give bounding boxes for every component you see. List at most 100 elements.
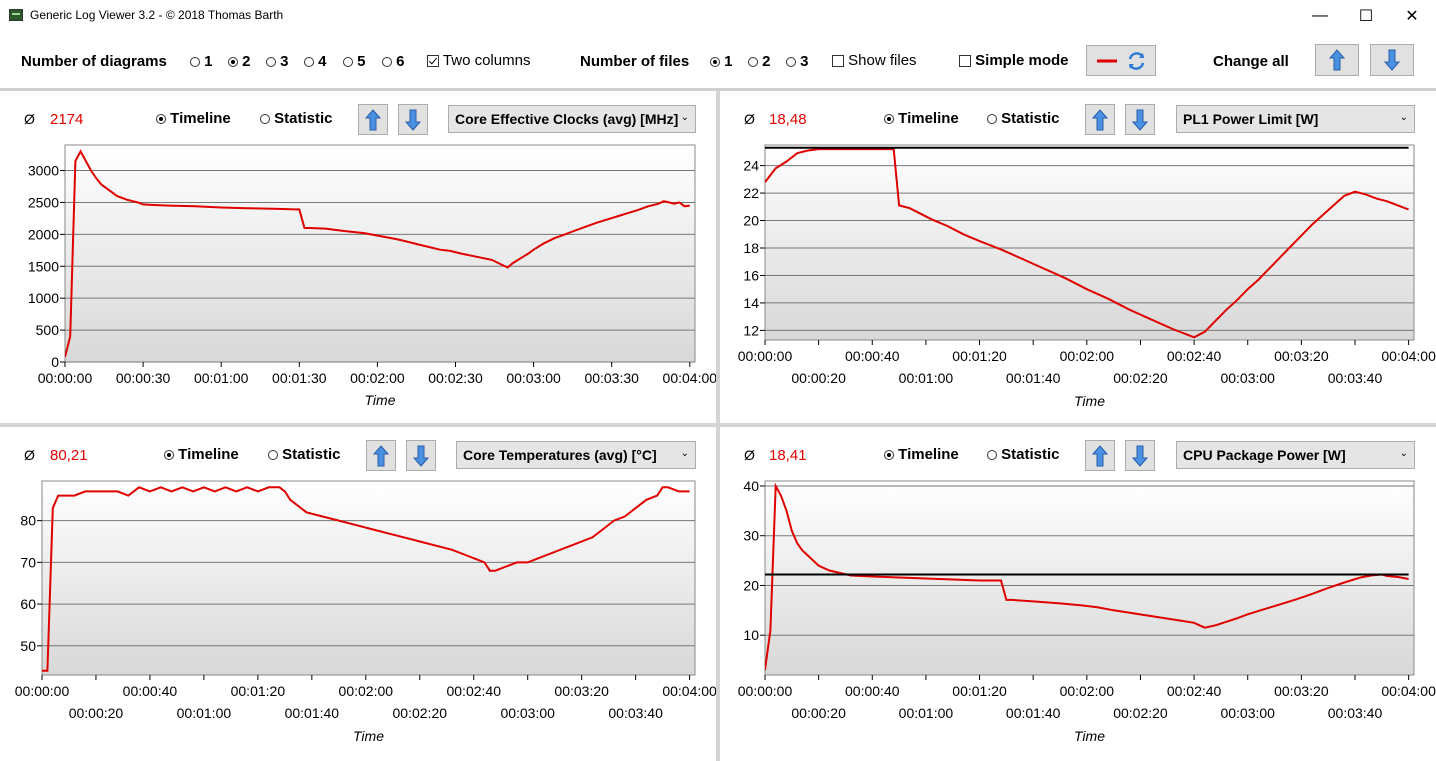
x-tick-label: 00:00:00: [738, 683, 793, 699]
close-button[interactable]: ✕: [1389, 0, 1435, 32]
x-tick-label: 00:03:20: [1274, 348, 1329, 364]
arrow-down-icon: [1132, 109, 1148, 131]
y-tick-label: 70: [20, 554, 36, 570]
statistic-option[interactable]: Statistic: [987, 110, 1060, 127]
radio-icon[interactable]: [260, 114, 270, 125]
radio-icon[interactable]: [987, 114, 997, 125]
sensor-select[interactable]: PL1 Power Limit [W] ⌄: [1176, 105, 1415, 133]
checkbox-checked-icon[interactable]: [427, 55, 439, 68]
x-tick-label: 00:00:40: [845, 683, 900, 699]
average-value: 80,21: [50, 447, 88, 464]
radio-icon[interactable]: [266, 57, 276, 68]
sensor-select[interactable]: Core Effective Clocks (avg) [MHz] ⌄: [448, 105, 696, 133]
x-tick-label: 00:02:30: [428, 370, 483, 386]
change-all-down-button[interactable]: [1370, 44, 1414, 76]
x-tick-label: 00:00:00: [38, 370, 93, 386]
move-down-button[interactable]: [398, 104, 428, 135]
chevron-down-icon: ⌄: [680, 448, 689, 459]
x-tick-label: 00:03:00: [1220, 705, 1275, 721]
show-files-checkbox[interactable]: Show files: [832, 52, 917, 69]
x-tick-label: 00:03:00: [500, 705, 555, 721]
radio-selected-icon[interactable]: [156, 114, 166, 125]
radio-selected-icon[interactable]: [164, 450, 174, 461]
radio-icon[interactable]: [786, 57, 796, 68]
timeline-chart: 0 500 1000 1500 2000 2500 3000 00:00:00 00:00:30…: [28, 144, 716, 408]
move-up-button[interactable]: [1085, 104, 1115, 135]
two-columns-checkbox[interactable]: Two columns: [427, 52, 530, 69]
row-divider[interactable]: [0, 423, 1436, 427]
sensor-select[interactable]: CPU Package Power [W] ⌄: [1176, 441, 1415, 469]
change-all-up-button[interactable]: [1315, 44, 1359, 76]
radio-icon[interactable]: [343, 57, 353, 68]
diagram-option-2[interactable]: 2: [228, 53, 251, 70]
plot-area: [41, 480, 696, 676]
x-tick-label: 00:01:40: [1006, 370, 1061, 386]
statistic-option[interactable]: Statistic: [260, 110, 333, 127]
minimize-icon: —: [1312, 7, 1328, 24]
simple-mode-checkbox[interactable]: Simple mode: [959, 52, 1069, 69]
chevron-down-icon: ⌄: [1399, 448, 1408, 459]
y-tick-label: 500: [36, 322, 60, 338]
chevron-down-icon: ⌄: [680, 112, 689, 123]
statistic-option[interactable]: Statistic: [268, 446, 341, 463]
y-tick-label: 10: [743, 627, 759, 643]
diagram-option-1[interactable]: 1: [190, 53, 213, 70]
radio-icon[interactable]: [304, 57, 314, 68]
y-tick-label: 0: [51, 354, 59, 370]
x-tick-label: 00:02:00: [339, 683, 394, 699]
timeline-option[interactable]: Timeline: [884, 446, 959, 463]
move-down-button[interactable]: [1125, 440, 1155, 471]
diagrams-label: Number of diagrams: [21, 53, 167, 70]
x-tick-label: 00:02:20: [1113, 705, 1168, 721]
radio-icon[interactable]: [987, 450, 997, 461]
file-option-3[interactable]: 3: [786, 53, 809, 70]
minimize-button[interactable]: —: [1297, 0, 1343, 32]
x-tick-label: 00:02:40: [1167, 683, 1222, 699]
diagram-panel-2: Ø 18,48 Timeline Statistic PL1 Power Lim…: [720, 91, 1436, 423]
maximize-icon: ☐: [1358, 8, 1374, 25]
file-option-2[interactable]: 2: [748, 53, 771, 70]
diagram-option-6[interactable]: 6: [382, 53, 405, 70]
y-tick-label: 16: [743, 267, 759, 283]
radio-selected-icon[interactable]: [884, 114, 894, 125]
radio-icon[interactable]: [268, 450, 278, 461]
move-down-button[interactable]: [406, 440, 436, 471]
x-tick-label: 00:04:00: [1381, 683, 1436, 699]
timeline-option[interactable]: Timeline: [884, 110, 959, 127]
x-tick-label: 00:03:40: [608, 705, 663, 721]
y-tick-label: 2500: [28, 194, 59, 210]
radio-selected-icon[interactable]: [710, 57, 720, 68]
checkbox-icon[interactable]: [832, 55, 844, 68]
y-tick-label: 1500: [28, 258, 59, 274]
x-tick-label: 00:01:00: [194, 370, 249, 386]
radio-icon[interactable]: [190, 57, 200, 68]
y-tick-label: 1000: [28, 290, 59, 306]
maximize-button[interactable]: ☐: [1343, 0, 1389, 32]
x-tick-label: 00:00:40: [123, 683, 178, 699]
close-icon: ✕: [1405, 8, 1419, 25]
diagram-option-4[interactable]: 4: [304, 53, 327, 70]
plot-area: [64, 144, 696, 363]
move-up-button[interactable]: [358, 104, 388, 135]
radio-icon[interactable]: [748, 57, 758, 68]
line-style-button[interactable]: [1086, 45, 1156, 76]
radio-selected-icon[interactable]: [884, 450, 894, 461]
move-up-button[interactable]: [366, 440, 396, 471]
radio-selected-icon[interactable]: [228, 57, 238, 68]
x-tick-label: 00:01:30: [272, 370, 327, 386]
y-tick-label: 3000: [28, 163, 59, 179]
x-tick-label: 00:01:20: [231, 683, 286, 699]
diagram-option-5[interactable]: 5: [343, 53, 366, 70]
timeline-option[interactable]: Timeline: [164, 446, 239, 463]
radio-icon[interactable]: [382, 57, 392, 68]
checkbox-icon[interactable]: [959, 55, 971, 68]
file-option-1[interactable]: 1: [710, 53, 733, 70]
sensor-select[interactable]: Core Temperatures (avg) [°C] ⌄: [456, 441, 696, 469]
statistic-option[interactable]: Statistic: [987, 446, 1060, 463]
move-down-button[interactable]: [1125, 104, 1155, 135]
arrow-up-icon: [1092, 108, 1108, 130]
timeline-option[interactable]: Timeline: [156, 110, 231, 127]
diagram-option-3[interactable]: 3: [266, 53, 289, 70]
move-up-button[interactable]: [1085, 440, 1115, 471]
x-tick-label: 00:01:40: [1006, 705, 1061, 721]
